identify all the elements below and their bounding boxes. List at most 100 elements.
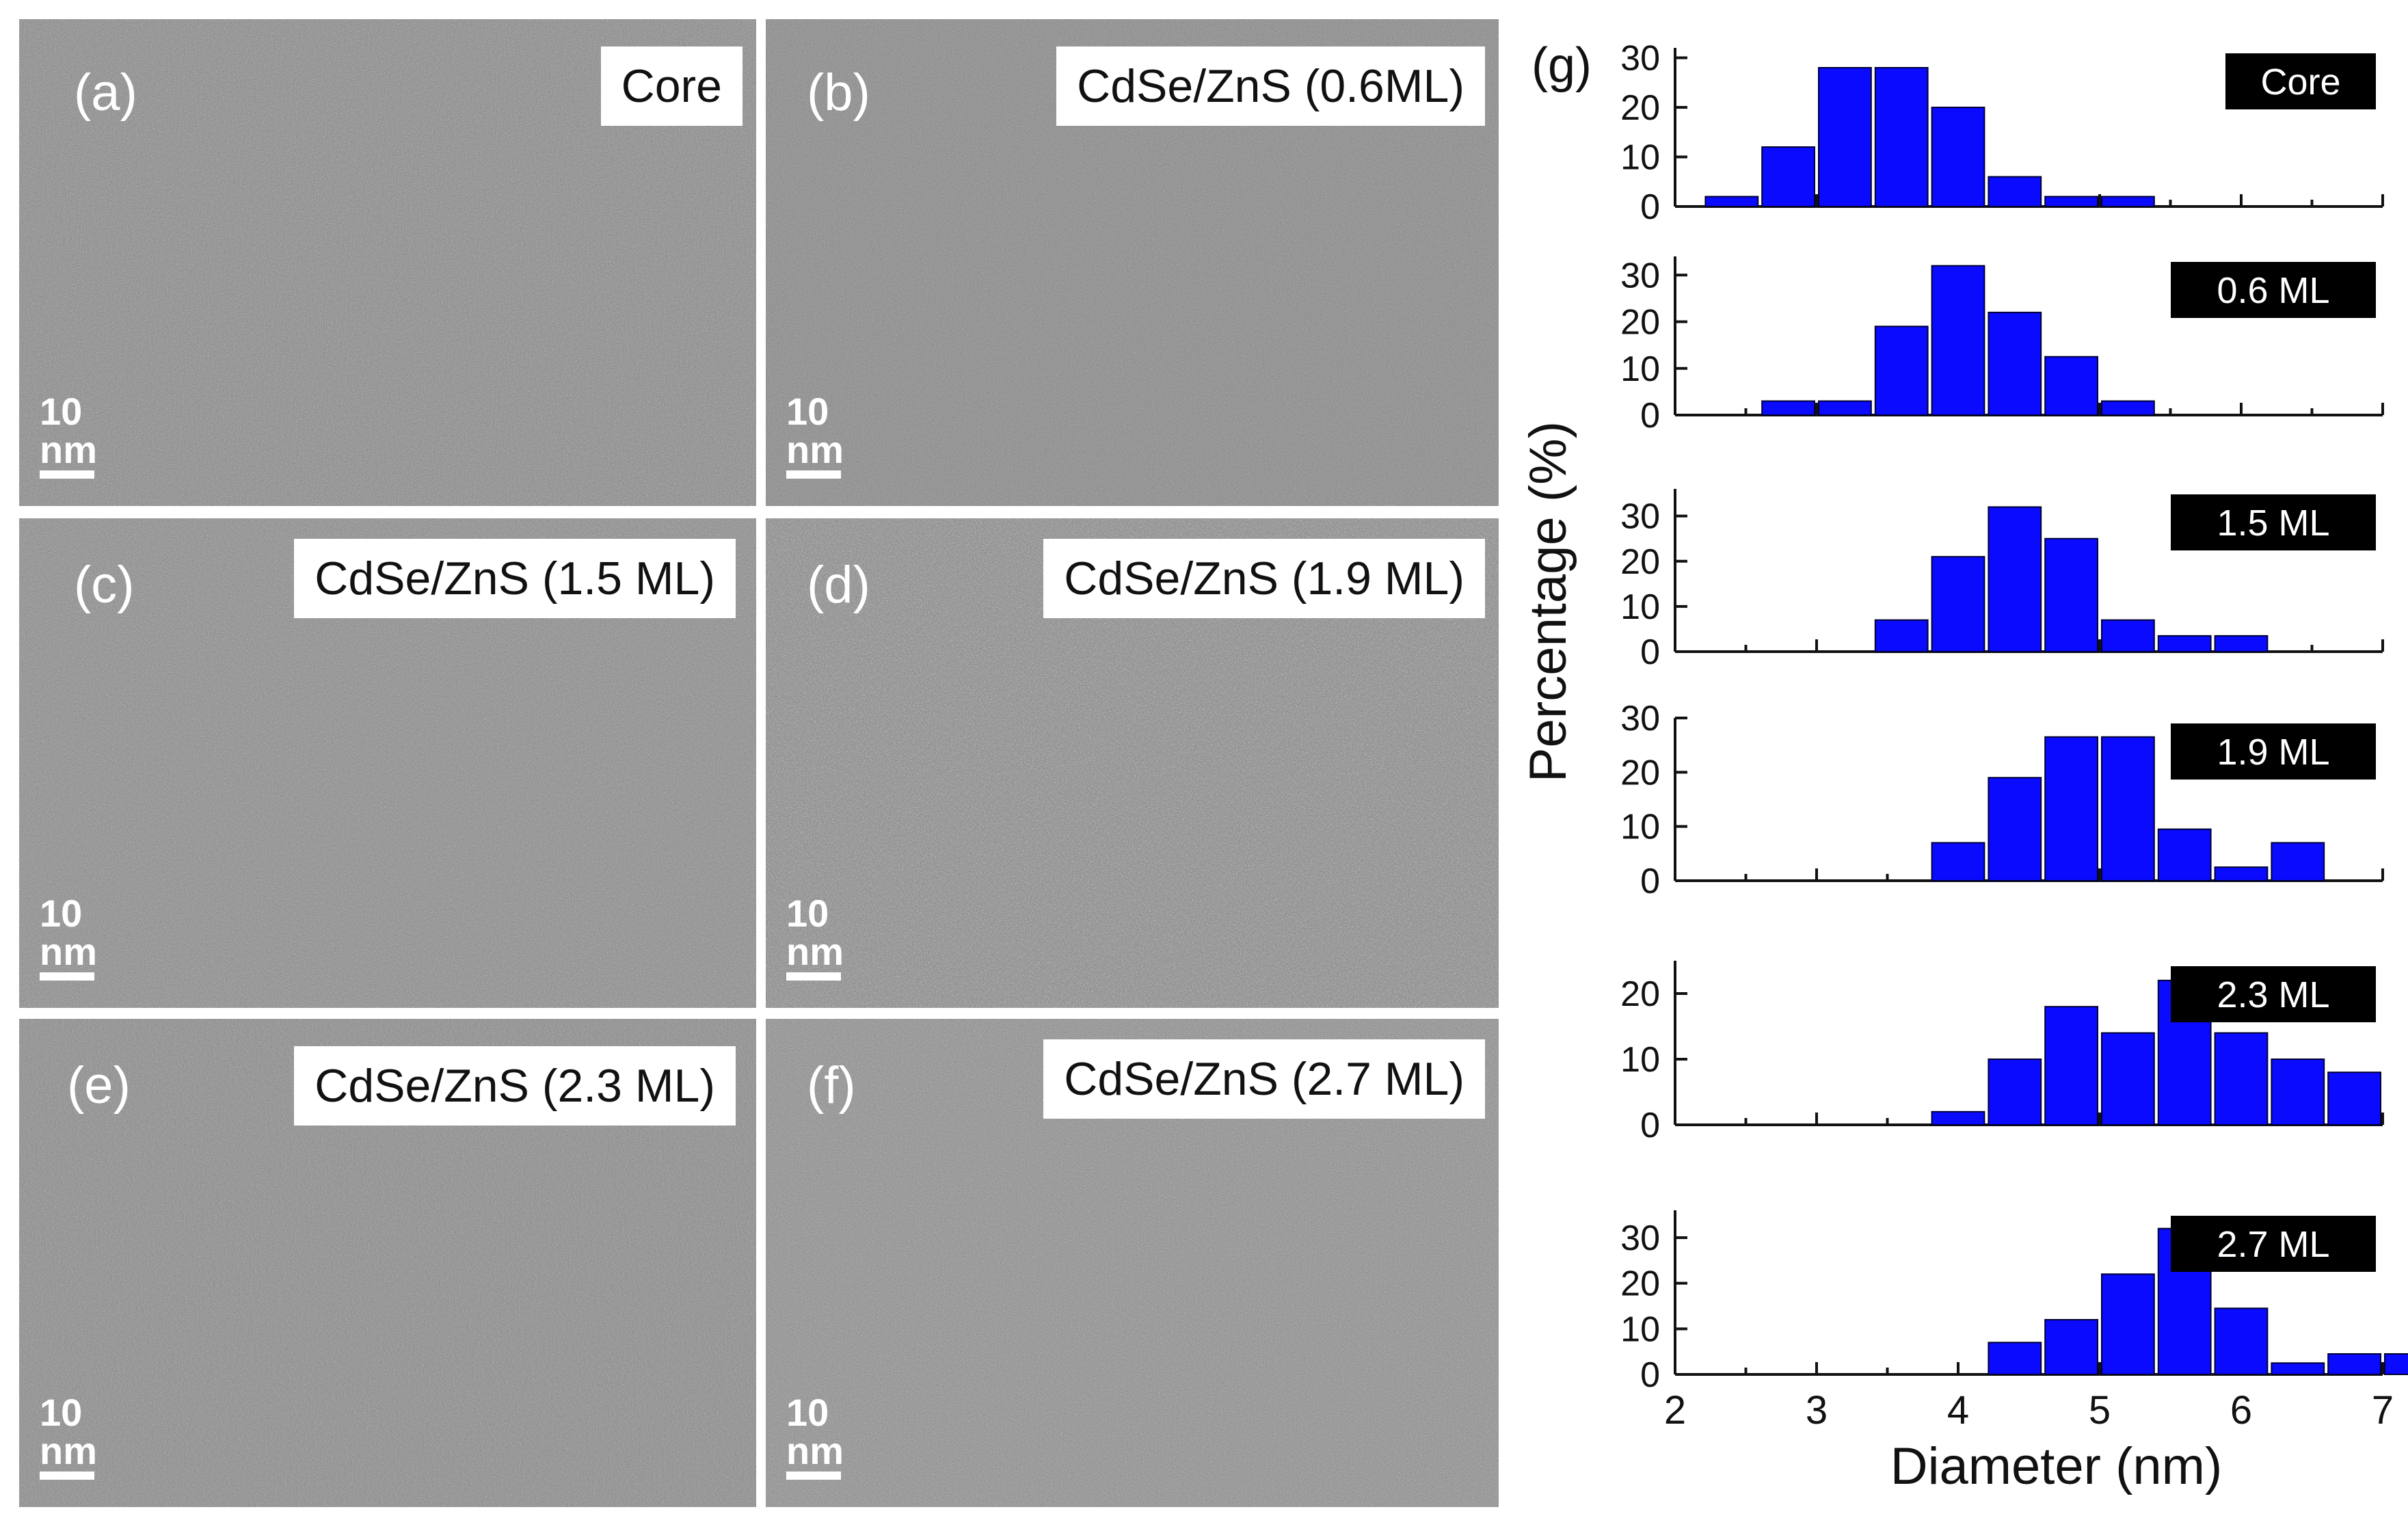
x-tick-label-2: 4 <box>1947 1388 1969 1433</box>
scale-line-d <box>786 972 841 981</box>
subplot-tag-2: 1.5 ML <box>2217 503 2329 544</box>
tem-panel-f: (f) CdSe/ZnS (2.7 ML) 10 nm <box>766 1019 1499 1507</box>
bar-2-3 <box>2044 537 2099 652</box>
bar-3-5 <box>2214 866 2269 881</box>
y-tick-label-5-2: 20 <box>1620 1264 1660 1304</box>
subplot-tag-1: 0.6 ML <box>2217 270 2329 311</box>
scale-line-a <box>40 470 94 479</box>
y-tick-label-4-2: 20 <box>1620 974 1660 1014</box>
y-tick-label-2-2: 20 <box>1620 542 1660 582</box>
bar-0-7 <box>2101 196 2155 207</box>
scale-bar-b: 10 nm <box>786 392 861 479</box>
bar-0-4 <box>1931 107 1985 207</box>
bar-4-1 <box>1988 1059 2042 1126</box>
bar-1-4 <box>1988 311 2042 416</box>
bar-5-6 <box>2327 1353 2381 1375</box>
bar-1-5 <box>2044 356 2099 416</box>
x-tick-label-1: 3 <box>1806 1388 1828 1433</box>
bar-3-2 <box>2044 736 2099 882</box>
scale-text-e: 10 nm <box>40 1391 97 1472</box>
x-tick-label-4: 6 <box>2230 1388 2252 1433</box>
bar-2-1 <box>1931 556 1985 653</box>
bar-0-1 <box>1761 146 1816 207</box>
bar-0-6 <box>2044 196 2099 207</box>
bar-0-0 <box>1704 196 1759 207</box>
tem-panel-b: (b) CdSe/ZnS (0.6ML) 10 nm <box>766 19 1499 506</box>
y-tick-label-1-0: 0 <box>1640 396 1660 436</box>
panel-tag-c: CdSe/ZnS (1.5 ML) <box>294 539 736 618</box>
panel-tag-b: CdSe/ZnS (0.6ML) <box>1056 46 1485 126</box>
y-tick-label-3-3: 30 <box>1620 699 1660 738</box>
y-tick-label-3-0: 0 <box>1640 862 1660 901</box>
scale-bar-d: 10 nm <box>786 894 861 981</box>
bar-1-1 <box>1818 400 1872 416</box>
histogram-panel-g: (g) 0 10 20 30 Core 0 10 20 30 0.6 ML 0 10 20 30 1.5 M… <box>1504 0 2408 1531</box>
bar-5-5 <box>2271 1362 2325 1376</box>
panel-label-e: (e) <box>67 1056 131 1115</box>
bar-4-0 <box>1931 1110 1985 1126</box>
tem-panel-d: (d) CdSe/ZnS (1.9 ML) 10 nm <box>766 518 1499 1008</box>
subplot-tag-3: 1.9 ML <box>2217 732 2329 773</box>
subplot-tag-bg-3 <box>2171 723 2376 780</box>
bar-4-2 <box>2044 1006 2099 1126</box>
tem-panel-e: (e) CdSe/ZnS (2.3 ML) 10 nm <box>19 1019 756 1507</box>
subplot-tag-bg-0 <box>2225 53 2376 109</box>
bar-4-3 <box>2101 1032 2155 1126</box>
y-tick-label-5-0: 0 <box>1640 1355 1660 1395</box>
bar-5-1 <box>2044 1319 2099 1375</box>
y-tick-label-2-0: 0 <box>1640 633 1660 672</box>
scale-bar-a: 10 nm <box>40 392 115 479</box>
scale-text-a: 10 nm <box>40 390 97 471</box>
panel-label-g: (g) <box>1531 38 1592 93</box>
y-tick-label-3-1: 10 <box>1620 808 1660 847</box>
y-tick-label-5-3: 30 <box>1620 1219 1660 1258</box>
subplot-tag-5: 2.7 ML <box>2217 1224 2329 1265</box>
bar-5-7 <box>2384 1353 2408 1375</box>
bar-3-6 <box>2271 842 2325 882</box>
subplot-tag-bg-1 <box>2171 262 2376 318</box>
bar-3-0 <box>1931 842 1985 882</box>
scale-bar-f: 10 nm <box>786 1394 861 1480</box>
bar-3-4 <box>2157 828 2212 881</box>
scale-text-d: 10 nm <box>786 892 844 973</box>
panel-label-c: (c) <box>74 556 135 614</box>
scale-bar-c: 10 nm <box>40 894 115 981</box>
scale-line-b <box>786 470 841 479</box>
y-tick-label-2-3: 30 <box>1620 497 1660 537</box>
y-tick-label-0-1: 10 <box>1620 138 1660 178</box>
y-tick-label-2-1: 10 <box>1620 587 1660 627</box>
panel-tag-d: CdSe/ZnS (1.9 ML) <box>1043 539 1485 618</box>
x-tick-label-5: 7 <box>2372 1388 2394 1433</box>
bar-2-5 <box>2157 635 2212 652</box>
panel-label-a: (a) <box>74 64 137 122</box>
tem-panel-c: (c) CdSe/ZnS (1.5 ML) 10 nm <box>19 518 756 1008</box>
y-axis-label: Percentage (%) <box>1519 421 1577 782</box>
bar-3-1 <box>1988 777 2042 882</box>
y-tick-label-0-2: 20 <box>1620 88 1660 128</box>
x-axis-label: Diameter (nm) <box>1890 1437 2223 1495</box>
bar-5-0 <box>1988 1342 2042 1376</box>
subplot-tag-bg-4 <box>2171 966 2376 1022</box>
bar-2-2 <box>1988 506 2042 653</box>
bar-3-3 <box>2101 736 2155 882</box>
y-tick-label-4-0: 0 <box>1640 1106 1660 1145</box>
y-tick-label-0-0: 0 <box>1640 187 1660 227</box>
subplot-tag-bg-2 <box>2171 494 2376 550</box>
scale-text-b: 10 nm <box>786 390 844 471</box>
bar-0-2 <box>1818 67 1872 207</box>
scale-line-c <box>40 972 94 981</box>
y-tick-label-0-3: 30 <box>1620 39 1660 79</box>
bar-1-3 <box>1931 265 1985 416</box>
subplot-tag-0: Core <box>2260 62 2340 103</box>
y-tick-label-5-1: 10 <box>1620 1309 1660 1349</box>
panel-label-b: (b) <box>807 64 870 122</box>
y-tick-label-4-1: 10 <box>1620 1040 1660 1080</box>
bar-2-4 <box>2101 619 2155 653</box>
scale-line-e <box>40 1472 94 1480</box>
bar-4-6 <box>2271 1059 2325 1126</box>
y-tick-label-1-2: 20 <box>1620 303 1660 343</box>
scale-text-c: 10 nm <box>40 892 97 973</box>
scale-text-f: 10 nm <box>786 1391 844 1472</box>
scale-bar-e: 10 nm <box>40 1394 115 1480</box>
panel-tag-e: CdSe/ZnS (2.3 ML) <box>294 1046 736 1126</box>
